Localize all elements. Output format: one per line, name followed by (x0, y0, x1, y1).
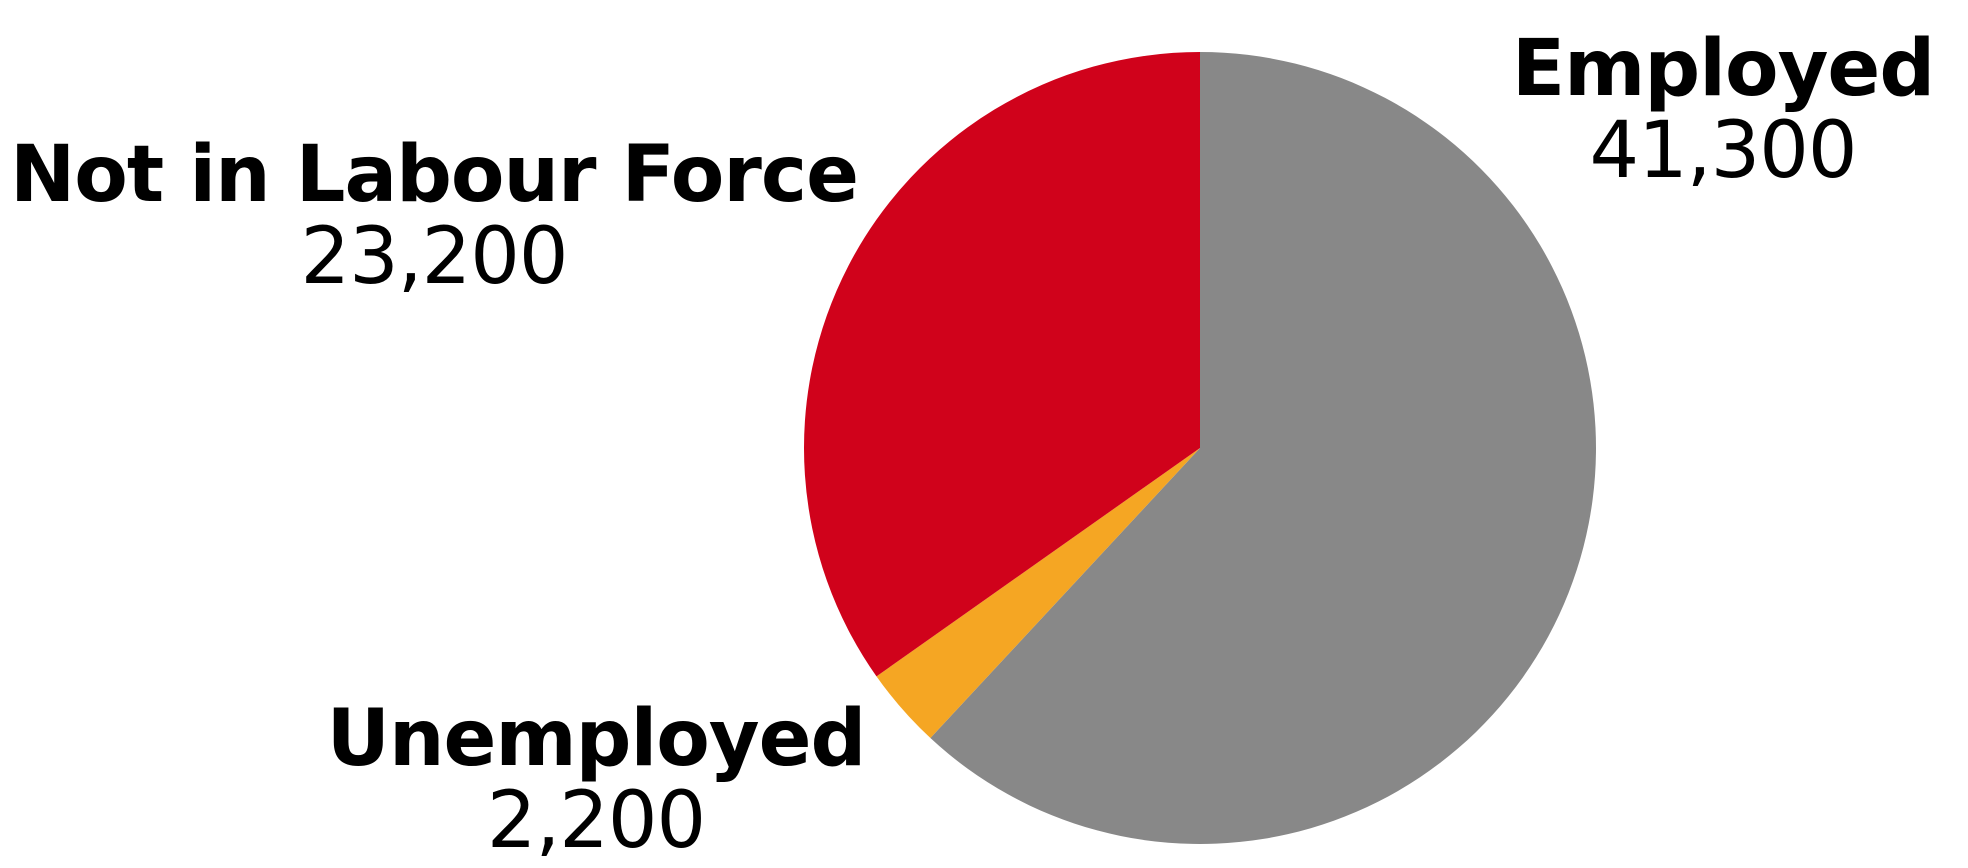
slice-label-employed: Employed 41,300 (1511, 24, 1935, 196)
pie-slice-unemployed (876, 448, 1200, 739)
slice-label-unemployed: Unemployed 2,200 (326, 694, 867, 866)
slice-label-name: Not in Labour Force (10, 130, 859, 220)
slice-label-name: Unemployed (326, 694, 867, 784)
slice-label-not-in-labour-force: Not in Labour Force 23,200 (10, 130, 859, 302)
slice-label-value: 23,200 (300, 212, 569, 302)
pie-slice-not-in-labour-force (803, 52, 1200, 677)
pie-slice-employed (930, 52, 1596, 844)
slice-label-value: 41,300 (1589, 106, 1858, 196)
slice-label-name: Employed (1511, 24, 1935, 114)
slice-label-value: 2,200 (486, 776, 706, 866)
